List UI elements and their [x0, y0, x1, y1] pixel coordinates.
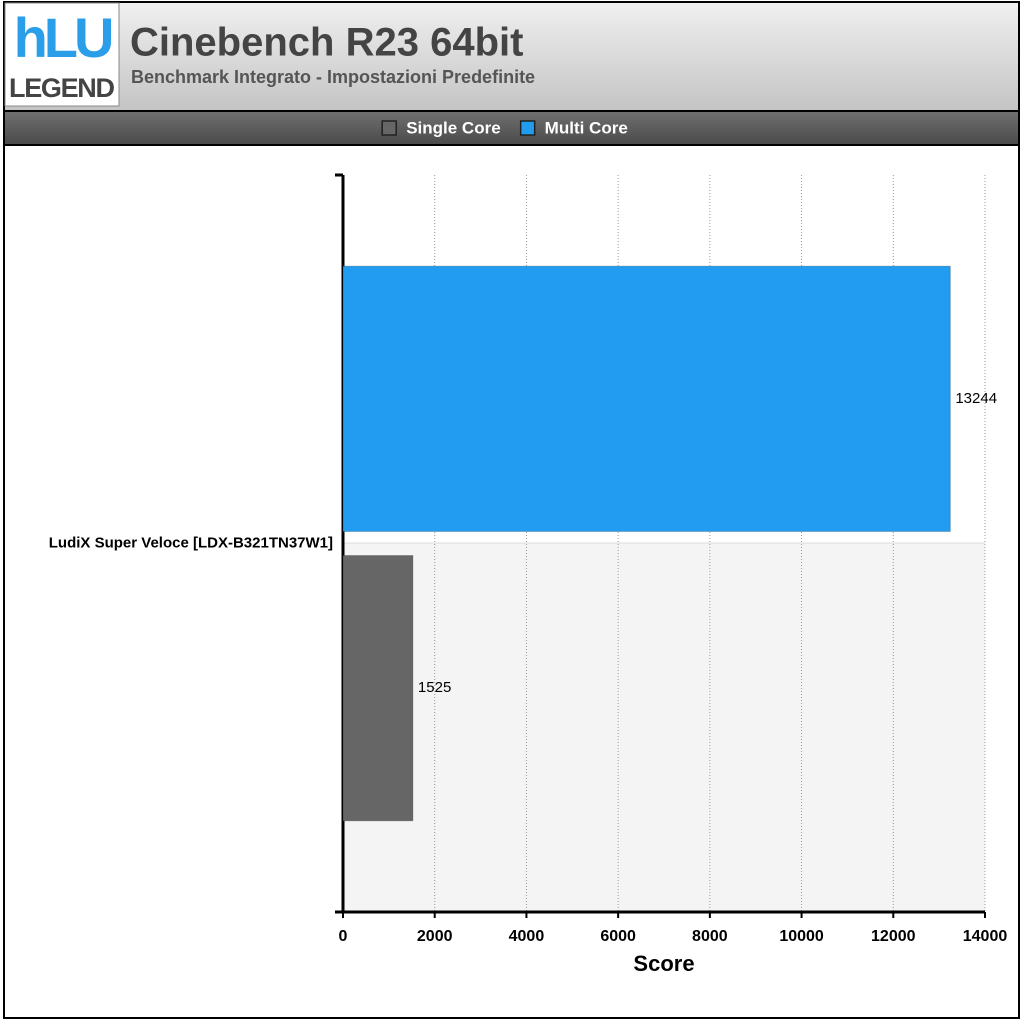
x-tick-label: 6000 — [600, 928, 636, 945]
x-tick-label: 0 — [339, 928, 348, 945]
legend-bar — [3, 110, 1020, 146]
x-tick-label: 4000 — [509, 928, 545, 945]
bar — [342, 555, 414, 822]
logo-box — [4, 2, 120, 107]
y-tick-label: LudiX Super Veloce [LDX-B321TN37W1] — [49, 534, 333, 551]
band — [343, 543, 985, 912]
bar — [342, 265, 951, 532]
legend-label: Single Core — [406, 118, 500, 137]
legend-swatch — [381, 120, 397, 136]
x-tick-label: 8000 — [692, 928, 728, 945]
value-label: 13244 — [955, 390, 997, 407]
x-tick-label: 2000 — [417, 928, 453, 945]
chart-subtitle: Benchmark Integrato - Impostazioni Prede… — [131, 67, 535, 87]
x-axis-title: Score — [633, 951, 694, 976]
value-label: 1525 — [418, 679, 451, 696]
chart-title: Cinebench R23 64bit — [130, 21, 523, 65]
logo-text: LEGEND — [9, 73, 115, 103]
header — [3, 1, 1020, 112]
x-tick-label: 12000 — [871, 928, 916, 945]
legend-swatch — [519, 120, 536, 136]
x-tick-label: 10000 — [779, 928, 824, 945]
legend-label: Multi Core — [545, 118, 628, 137]
logo-mark: hLU — [14, 6, 112, 69]
x-tick-label: 14000 — [963, 928, 1008, 945]
